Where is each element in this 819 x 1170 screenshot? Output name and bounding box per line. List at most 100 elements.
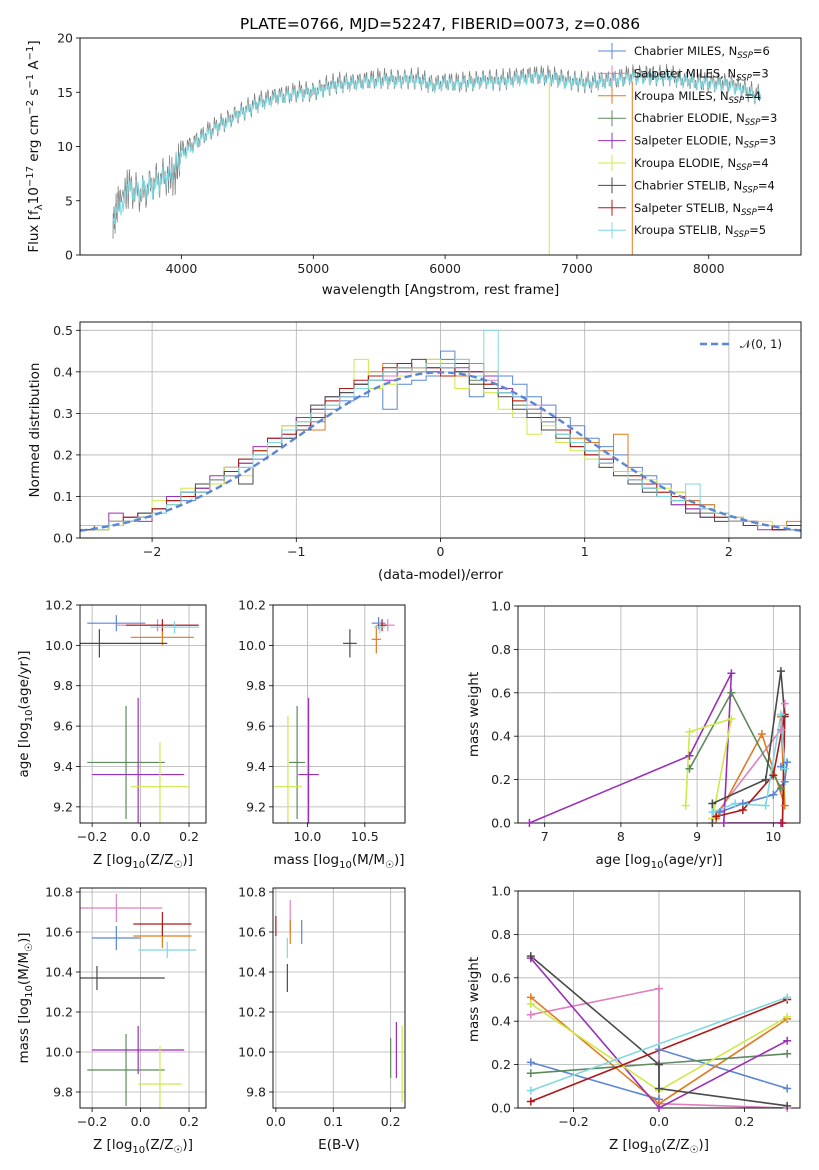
mass-vs-ebv-xtick-label: 0.0 <box>266 1114 286 1129</box>
age-vs-Z-xlabel: Z [log10(Z/Z☉)] <box>93 852 193 871</box>
age-vs-mass-xlabel: mass [log10(M/M☉)] <box>273 852 404 871</box>
age-vs-mass-xlabel-part: 10 <box>339 860 352 871</box>
massweight-vs-Z-xlabel-part: Z [log <box>609 1137 648 1153</box>
massweight-vs-Z-marker-Kroupa ELODIE <box>526 999 535 1008</box>
legend-label-n: =4 <box>758 178 775 192</box>
age-vs-mass-xlabel-part: )] <box>394 852 405 868</box>
mass-vs-Z-xlabel-part: 10 <box>132 1145 145 1156</box>
massweight-vs-Z-line-Kroupa STELIB <box>530 996 788 1092</box>
age-vs-mass-ytick-label: 9.4 <box>246 759 266 774</box>
massweight-vs-age-marker-Kroupa STELIB <box>731 799 740 808</box>
massweight-vs-age-marker-Chabrier STELIB <box>776 667 785 676</box>
spectrum-ylabel-part: erg cm <box>26 115 42 166</box>
massweight-vs-age-xlabel: age [log10(age/yr)] <box>595 852 722 871</box>
massweight-vs-age-plot-area <box>529 670 788 823</box>
mass-vs-ebv-xtick-label: 0.2 <box>381 1114 401 1129</box>
legend-label-sub: SSP <box>736 73 752 83</box>
age-vs-Z-ytick-label: 9.6 <box>53 719 73 734</box>
spectrum-plot-area <box>112 63 762 255</box>
age-vs-Z-ylabel: age [log10(age/yr)] <box>16 650 35 777</box>
spectrum-ylabel-part: −1 <box>25 46 36 61</box>
histogram-plot-area <box>80 329 801 532</box>
mass-vs-Z-xtick-label: 0.0 <box>131 1114 151 1129</box>
age-vs-Z-xlabel-part: )] <box>182 852 193 868</box>
age-vs-mass-ytick-label: 10.0 <box>238 638 266 653</box>
massweight-vs-Z-line-Chabrier STELIB <box>530 955 788 1107</box>
massweight-vs-age-marker-Kroupa MILES <box>757 730 766 739</box>
massweight-vs-Z-marker-Salpeter MILES <box>526 1010 535 1019</box>
age-vs-Z-frame <box>79 604 207 824</box>
legend-label: Salpeter STELIB, NSSP=4 <box>634 201 774 218</box>
age-vs-Z-ytick-label: 9.4 <box>53 759 73 774</box>
mass-vs-Z-ytick-label: 9.8 <box>53 1085 73 1100</box>
massweight-vs-Z-marker-Chabrier STELIB <box>783 1101 792 1110</box>
histogram-xtick-label: 1 <box>581 544 589 559</box>
massweight-vs-age-marker-Salpeter STELIB <box>712 812 721 821</box>
mass-vs-Z-xlabel-part: ☉ <box>173 1145 182 1156</box>
mass-vs-ebv-ytick-label: 10.6 <box>238 925 266 940</box>
massweight-vs-Z-ytick-label: 0.0 <box>491 1101 511 1116</box>
massweight-vs-age-xtick-label: 7 <box>541 829 549 844</box>
age-vs-mass-frame <box>272 604 406 824</box>
spectrum-ylabel-part: 10 <box>26 187 42 204</box>
spectrum-ylabel-part: −17 <box>25 166 36 187</box>
legend-label: Chabrier MILES, NSSP=6 <box>634 44 770 61</box>
histogram-xtick-label: 2 <box>725 544 733 559</box>
mass-vs-Z-xtick-label: −0.2 <box>77 1114 107 1129</box>
mass-vs-Z-ylabel: mass [log10(M/M☉)] <box>16 932 35 1063</box>
age-vs-mass-xtick-label: 10.0 <box>294 829 322 844</box>
mass-vs-Z-ytick-label: 10.2 <box>45 1005 73 1020</box>
histogram-ytick-label: 0.5 <box>53 323 73 338</box>
age-vs-mass-plot-area <box>274 617 395 823</box>
spectrum-ytick-label: 5 <box>65 193 73 208</box>
spectrum-ytick-label: 0 <box>65 248 73 263</box>
legend-label-sub: SSP <box>729 96 745 106</box>
massweight-vs-age-marker-Salpeter MILES <box>776 725 785 734</box>
massweight-vs-age-xtick-label: 9 <box>693 829 701 844</box>
spectrum-ylabel-part: λ <box>34 204 45 210</box>
legend-label: Salpeter ELODIE, NSSP=3 <box>634 134 776 151</box>
spectrum-ylabel: Flux [fλ10−17 erg cm−2 s−1 A−1] <box>25 40 45 252</box>
massweight-vs-age-marker-Salpeter STELIB <box>778 819 787 827</box>
mass-vs-Z-plot-area <box>80 894 197 1108</box>
massweight-vs-Z-marker-Salpeter STELIB <box>526 1097 535 1106</box>
histogram-ytick-label: 0.1 <box>53 489 73 504</box>
massweight-vs-age-marker-Salpeter ELODIE <box>685 751 694 760</box>
massweight-vs-age-marker-Salpeter ELODIE <box>727 669 736 678</box>
spectrum-ytick-label: 20 <box>57 31 73 46</box>
massweight-vs-age-ytick-label: 0.0 <box>491 816 511 831</box>
mass-vs-Z-xlabel-part: Z [log <box>93 1137 132 1153</box>
massweight-vs-age-ylabel: mass weight <box>466 672 482 757</box>
mass-vs-ebv-xlabel: E(B-V) <box>318 1137 360 1153</box>
massweight-vs-age-xlabel-part: (age/yr)] <box>663 852 722 868</box>
histogram-ytick-label: 0.4 <box>53 364 73 379</box>
massweight-vs-Z-xlabel-part: ☉ <box>689 1145 698 1156</box>
mass-vs-ebv-panel: 0.0 0.1 0.2 9.8 10.0 10.2 10.4 10.6 10.8 E(B-V) <box>238 885 406 1153</box>
massweight-vs-Z-ytick-label: 0.2 <box>491 1057 511 1072</box>
age-vs-mass-ytick-label: 9.2 <box>246 799 266 814</box>
age-vs-Z-xlabel-part: ☉ <box>173 860 182 871</box>
legend-label: 𝒩(0, 1) <box>740 337 782 351</box>
massweight-vs-age-marker-Kroupa ELODIE <box>681 801 690 810</box>
age-vs-Z-xlabel-part: (Z/Z <box>145 852 173 868</box>
age-vs-mass-xtick-label: 10.5 <box>351 829 379 844</box>
age-vs-Z-ylabel-part: 10 <box>24 710 35 723</box>
massweight-vs-Z-marker-Salpeter MILES <box>655 984 663 993</box>
massweight-vs-Z-marker-Kroupa STELIB <box>783 993 792 1002</box>
spectrum-xtick-label: 4000 <box>166 261 198 276</box>
age-vs-Z-xtick-label: 0.2 <box>179 829 199 844</box>
age-vs-Z-xtick-label: −0.2 <box>77 829 107 844</box>
age-vs-mass-xlabel-part: mass [log <box>273 852 339 868</box>
massweight-vs-age-marker-Chabrier MILES <box>715 808 724 817</box>
massweight-vs-Z-marker-Kroupa ELODIE <box>783 1012 792 1021</box>
figure-title: PLATE=0766, MJD=52247, FIBERID=0073, z=0… <box>240 15 640 33</box>
massweight-vs-Z-marker-Salpeter ELODIE <box>783 1036 792 1045</box>
massweight-vs-age-marker-Salpeter MILES <box>780 699 789 708</box>
histogram-gaussian-curve <box>80 371 801 532</box>
massweight-vs-age-ytick-label: 0.2 <box>491 772 511 787</box>
massweight-vs-Z-marker-Chabrier ELODIE <box>783 1049 792 1058</box>
age-vs-Z-xlabel-part: Z [log <box>93 852 132 868</box>
histogram-step-Kroupa STELIB <box>80 329 801 531</box>
mass-vs-Z-xlabel-part: )] <box>182 1137 193 1153</box>
